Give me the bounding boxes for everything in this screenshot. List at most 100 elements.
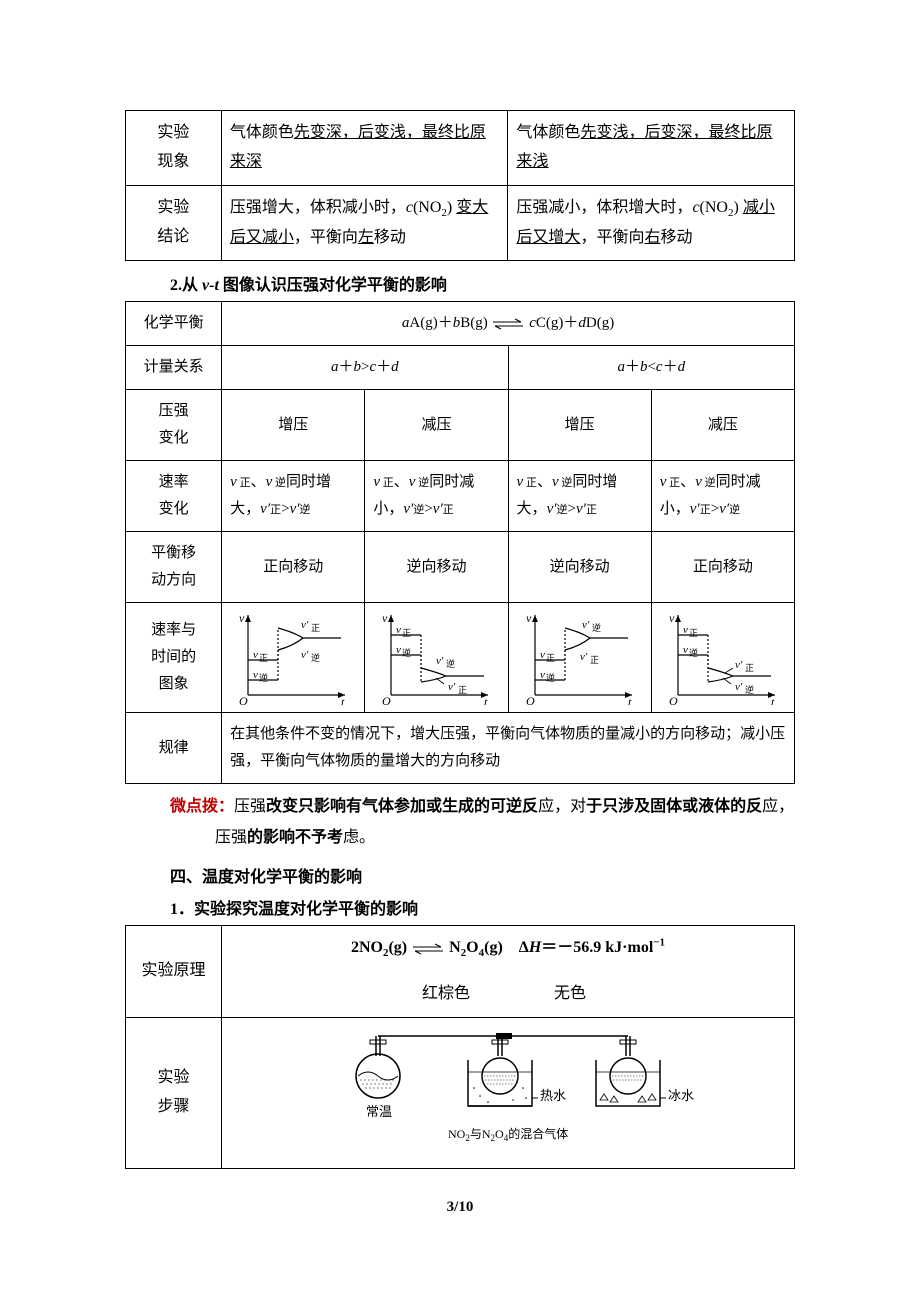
svg-text:逆: 逆 bbox=[402, 647, 411, 658]
svg-text:逆: 逆 bbox=[259, 672, 268, 683]
t2-r1-eq: aA(g)＋bB(g) cC(g)＋dD(g) bbox=[222, 302, 795, 346]
svg-text:正: 正 bbox=[689, 628, 698, 638]
experiment-diagram-svg: 常温 热水 bbox=[318, 1028, 698, 1158]
t2-r6-label: 速率与时间的图象 bbox=[126, 603, 222, 713]
t1-r2-c2: 压强减小，体积增大时，c(NO2) 减小后又增大，平衡向右移动 bbox=[508, 185, 795, 261]
heading-4: 四、温度对化学平衡的影响 bbox=[170, 863, 795, 887]
svg-text:v: v bbox=[683, 624, 688, 636]
t2-r3-c2: 减压 bbox=[365, 390, 508, 461]
vt-chart-3-svg: v t O v′逆 v′正 v正 v逆 bbox=[520, 610, 640, 705]
t2-r4-c2: v 正、v 逆同时减小，v′逆>v′正 bbox=[365, 461, 508, 532]
t2-r3-c3: 增压 bbox=[508, 390, 651, 461]
vt-chart-3: v t O v′逆 v′正 v正 v逆 bbox=[508, 603, 651, 713]
heading-vt: 2.从 v-t 图像认识压强对化学平衡的影响 bbox=[170, 271, 795, 295]
svg-text:正: 正 bbox=[259, 653, 268, 663]
t2-r2-c1: a＋b>c＋d bbox=[222, 346, 508, 390]
svg-text:v′: v′ bbox=[301, 619, 309, 631]
svg-text:正: 正 bbox=[546, 653, 555, 663]
equilibrium-arrow-icon bbox=[411, 943, 445, 955]
svg-text:O: O bbox=[239, 694, 248, 705]
t1-r1-label: 实验现象 bbox=[126, 111, 222, 186]
t2-r5-c3: 逆向移动 bbox=[508, 532, 651, 603]
t1-r2-c1: 压强增大，体积减小时，c(NO2) 变大后又减小，平衡向左移动 bbox=[221, 185, 508, 261]
heading-4-sub: 1．实验探究温度对化学平衡的影响 bbox=[170, 895, 795, 919]
page-number: 3/10 bbox=[125, 1199, 795, 1216]
t2-r4-c4: v 正、v 逆同时减小，v′正>v′逆 bbox=[651, 461, 794, 532]
table-temperature: 实验原理 2NO2(g) N2O4(g) ΔH＝－56.9 kJ·mol−1 红… bbox=[125, 925, 795, 1169]
t2-r5-c4: 正向移动 bbox=[651, 532, 794, 603]
t2-r1-label: 化学平衡 bbox=[126, 302, 222, 346]
t2-r4-label: 速率变化 bbox=[126, 461, 222, 532]
svg-text:v: v bbox=[382, 611, 388, 625]
svg-text:v′: v′ bbox=[735, 659, 743, 671]
t1-r1-c1: 气体颜色先变深，后变浅，最终比原来深 bbox=[221, 111, 508, 186]
svg-text:热水: 热水 bbox=[540, 1088, 566, 1103]
t2-r2-label: 计量关系 bbox=[126, 346, 222, 390]
svg-text:t: t bbox=[771, 695, 775, 705]
svg-text:正: 正 bbox=[590, 655, 599, 665]
t1-r2-label: 实验结论 bbox=[126, 185, 222, 261]
t2-r4-c3: v 正、v 逆同时增大，v′逆>v′正 bbox=[508, 461, 651, 532]
svg-text:O: O bbox=[669, 694, 678, 705]
t2-r3-label: 压强变化 bbox=[126, 390, 222, 461]
svg-text:逆: 逆 bbox=[745, 684, 754, 695]
svg-text:正: 正 bbox=[311, 623, 320, 633]
svg-text:v′: v′ bbox=[301, 649, 309, 661]
t1-r1-c2: 气体颜色先变浅，后变深，最终比原来浅 bbox=[508, 111, 795, 186]
table-experiment-pressure: 实验现象 气体颜色先变深，后变浅，最终比原来深 气体颜色先变浅，后变深，最终比原… bbox=[125, 110, 795, 261]
svg-text:正: 正 bbox=[458, 685, 467, 695]
svg-text:正: 正 bbox=[402, 628, 411, 638]
svg-text:逆: 逆 bbox=[311, 652, 320, 663]
svg-text:v: v bbox=[540, 669, 545, 681]
vt-chart-2: v t O v正 v逆 v′逆 v′正 bbox=[365, 603, 508, 713]
t2-r3-c4: 减压 bbox=[651, 390, 794, 461]
svg-text:常温: 常温 bbox=[366, 1104, 392, 1119]
svg-text:正: 正 bbox=[745, 663, 754, 673]
svg-text:v: v bbox=[540, 649, 545, 661]
svg-text:v: v bbox=[239, 611, 245, 625]
svg-text:v: v bbox=[683, 644, 688, 656]
vt-chart-4: v t O v正 v逆 v′正 v′逆 bbox=[651, 603, 794, 713]
svg-text:v′: v′ bbox=[582, 619, 590, 631]
experiment-diagram: 常温 热水 bbox=[222, 1018, 795, 1169]
svg-text:逆: 逆 bbox=[546, 672, 555, 683]
t2-r4-c1: v 正、v 逆同时增大，v′正>v′逆 bbox=[222, 461, 365, 532]
svg-text:逆: 逆 bbox=[446, 658, 455, 669]
table-vt-pressure: 化学平衡 aA(g)＋bB(g) cC(g)＋dD(g) 计量关系 a＋b>c＋… bbox=[125, 301, 795, 784]
svg-text:逆: 逆 bbox=[592, 622, 601, 633]
t2-r3-c1: 增压 bbox=[222, 390, 365, 461]
svg-text:冰水: 冰水 bbox=[668, 1088, 694, 1103]
t2-r5-label: 平衡移动方向 bbox=[126, 532, 222, 603]
svg-text:v: v bbox=[253, 649, 258, 661]
svg-text:v: v bbox=[669, 611, 675, 625]
svg-text:v′: v′ bbox=[580, 651, 588, 663]
t3-r1-eq: 2NO2(g) N2O4(g) ΔH＝－56.9 kJ·mol−1 bbox=[222, 926, 795, 973]
svg-text:NO2与N2O4的混合气体: NO2与N2O4的混合气体 bbox=[448, 1126, 568, 1143]
svg-text:v′: v′ bbox=[735, 681, 743, 693]
svg-text:v: v bbox=[396, 644, 401, 656]
t2-r2-c2: a＋b<c＋d bbox=[508, 346, 794, 390]
svg-text:O: O bbox=[382, 694, 391, 705]
vt-chart-1-svg: v t O v′正 v′逆 v正 v逆 bbox=[233, 610, 353, 705]
t2-r5-c1: 正向移动 bbox=[222, 532, 365, 603]
vt-chart-1: v t O v′正 v′逆 v正 v逆 bbox=[222, 603, 365, 713]
svg-text:v: v bbox=[526, 611, 532, 625]
t2-r7-text: 在其他条件不变的情况下，增大压强，平衡向气体物质的量减小的方向移动；减小压强，平… bbox=[222, 713, 795, 784]
svg-text:逆: 逆 bbox=[689, 647, 698, 658]
t3-r1-colors: 红棕色 无色 bbox=[222, 972, 795, 1017]
svg-text:t: t bbox=[628, 695, 632, 705]
vt-chart-2-svg: v t O v正 v逆 v′逆 v′正 bbox=[376, 610, 496, 705]
vt-chart-4-svg: v t O v正 v逆 v′正 v′逆 bbox=[663, 610, 783, 705]
svg-text:v: v bbox=[396, 624, 401, 636]
tip-text: 微点拨：压强改变只影响有气体参加或生成的可逆反应，对于只涉及固体或液体的反应，压… bbox=[170, 792, 795, 853]
t3-r2-label: 实验步骤 bbox=[126, 1018, 222, 1169]
t3-r1-label: 实验原理 bbox=[126, 926, 222, 1018]
t2-r5-c2: 逆向移动 bbox=[365, 532, 508, 603]
svg-text:v′: v′ bbox=[436, 655, 444, 667]
svg-text:t: t bbox=[484, 695, 488, 705]
svg-text:v′: v′ bbox=[448, 681, 456, 693]
svg-text:O: O bbox=[526, 694, 535, 705]
svg-text:v: v bbox=[253, 669, 258, 681]
t2-r7-label: 规律 bbox=[126, 713, 222, 784]
equilibrium-arrow-icon bbox=[491, 318, 525, 330]
